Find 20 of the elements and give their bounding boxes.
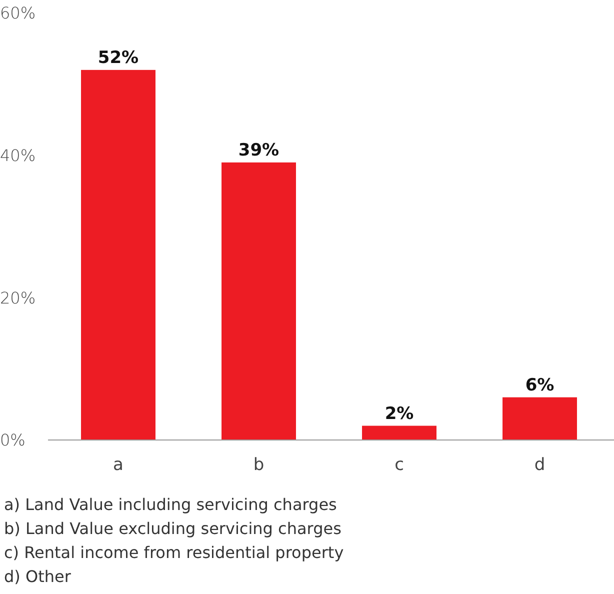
y-tick-label: 60% — [0, 4, 36, 23]
text: c) Rental income from residential property — [4, 543, 344, 562]
data-label: 2% — [384, 404, 414, 424]
data-label: 52% — [98, 48, 139, 68]
x-tick-label: a — [113, 455, 124, 475]
bar — [362, 426, 436, 440]
x-tick-label: d — [534, 455, 546, 475]
bar — [502, 397, 577, 440]
x-tick-label: c — [394, 455, 404, 475]
data-label: 39% — [238, 140, 280, 160]
x-tick-label: b — [253, 455, 264, 475]
data-label: 6% — [525, 375, 554, 396]
y-tick-label: 20% — [0, 288, 36, 308]
text: d) Other — [4, 567, 72, 586]
text: b) Land Value excluding servicing charges — [4, 519, 342, 538]
text: a) Land Value including servicing charges — [4, 495, 337, 514]
bar — [81, 70, 156, 440]
bar — [222, 162, 296, 440]
y-tick-label: 0% — [0, 430, 26, 450]
y-tick-label: 40% — [0, 146, 36, 165]
